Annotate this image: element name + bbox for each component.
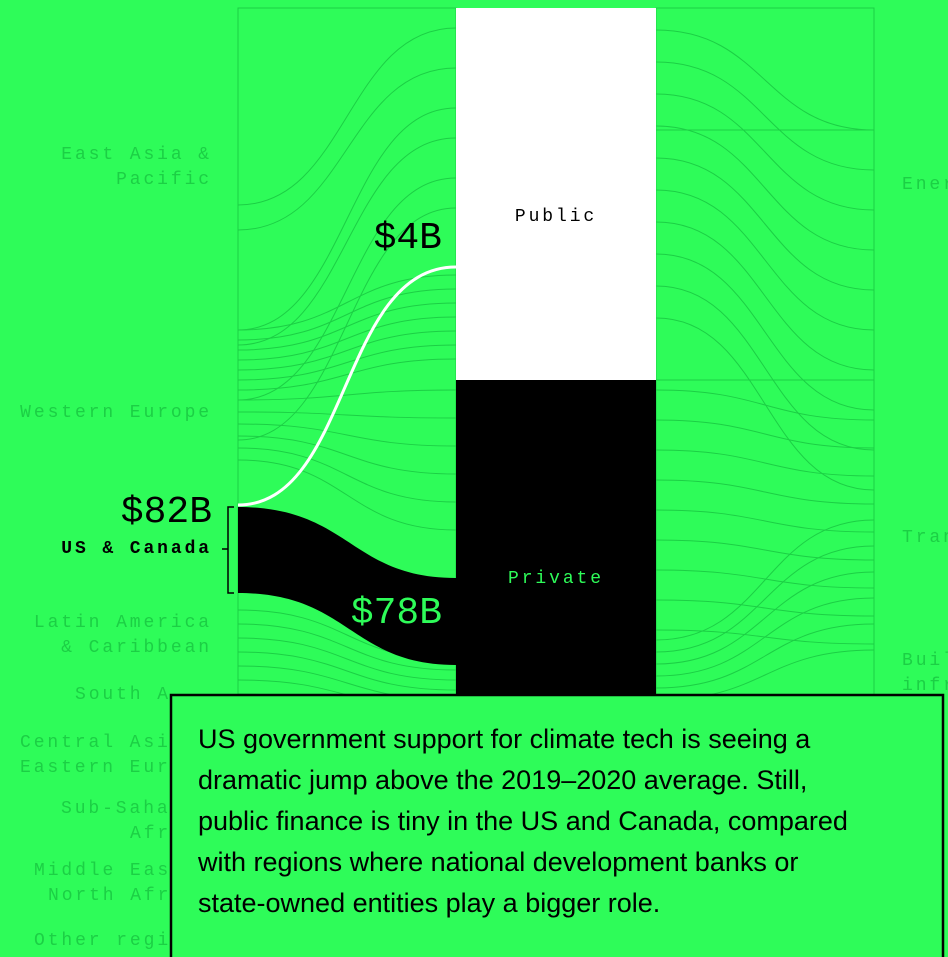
region-label: Eastern Eur	[20, 758, 171, 778]
flow-line	[237, 423, 457, 447]
region-label: Other regi	[34, 931, 171, 951]
flow-line	[655, 389, 875, 421]
flow-line	[655, 539, 875, 561]
region-label: Sub-Saha	[61, 799, 171, 819]
flow-line	[237, 67, 457, 231]
public-flow-value: $4B	[374, 217, 442, 260]
callout-line: with regions where national development …	[197, 847, 798, 877]
public-node	[456, 8, 656, 380]
flow-line	[237, 344, 457, 381]
flow-line	[655, 569, 875, 589]
flow-line	[655, 253, 875, 411]
flow-line	[237, 177, 457, 401]
flow-line	[655, 623, 875, 689]
flow-line	[655, 125, 875, 251]
flow-line	[655, 519, 875, 641]
flow-line	[655, 93, 875, 211]
flow-line	[655, 419, 875, 449]
flow-line	[237, 330, 457, 371]
flow-line	[237, 107, 457, 331]
flow-line	[655, 221, 875, 371]
callout-line: state-owned entities play a bigger role.	[198, 888, 660, 918]
region-label: Pacific	[116, 170, 212, 190]
flow-line	[655, 29, 875, 131]
region-label: Middle Eas	[34, 861, 171, 881]
flow-line	[237, 389, 457, 401]
flow-line	[655, 597, 875, 677]
flow-line	[655, 649, 875, 701]
region-label: Latin America	[34, 613, 212, 633]
flow-line	[237, 302, 457, 351]
region-label: & Caribbean	[61, 638, 212, 658]
region-label: South A	[75, 685, 171, 705]
private-flow	[238, 507, 456, 665]
region-label: North Afr	[48, 886, 171, 906]
region-label: Afr	[130, 824, 171, 844]
public-flow	[237, 265, 457, 507]
region-label: Western Europe	[20, 403, 212, 423]
bracket	[222, 506, 234, 594]
flow-line	[237, 637, 457, 681]
node-label: Private	[508, 569, 604, 589]
private-flow-value: $78B	[351, 592, 442, 635]
sector-label: Buil	[902, 651, 948, 671]
flow-line	[237, 447, 457, 503]
flow-line	[655, 157, 875, 291]
flow-line	[237, 651, 457, 691]
flow-line	[655, 189, 875, 331]
flow-line	[655, 449, 875, 477]
flow-line	[237, 411, 457, 419]
flow-line	[237, 288, 457, 341]
sector-label: Tran	[902, 528, 948, 548]
region-label: East Asia &	[61, 145, 212, 165]
flow-line	[237, 623, 457, 671]
flow-line	[237, 207, 457, 441]
flow-line	[237, 27, 457, 206]
flow-line	[655, 285, 875, 451]
flow-line	[655, 479, 875, 505]
highlight-region: US & Canada	[61, 539, 212, 559]
callout-line: public finance is tiny in the US and Can…	[198, 806, 848, 836]
callout-line: dramatic jump above the 2019–2020 averag…	[198, 765, 807, 795]
node-label: Public	[515, 207, 597, 227]
flow-line	[237, 459, 457, 531]
region-label: Central Asi	[20, 733, 171, 753]
callout-line: US government support for climate tech i…	[198, 724, 811, 754]
flow-line	[655, 545, 875, 653]
total-value: $82B	[121, 491, 212, 534]
private-node	[456, 380, 656, 710]
sector-label: Ener	[902, 175, 948, 195]
flow-line	[655, 571, 875, 665]
flow-line	[237, 316, 457, 361]
flow-line	[237, 137, 457, 346]
flow-line	[655, 509, 875, 533]
flow-line	[655, 61, 875, 171]
flow-line	[237, 358, 457, 391]
flow-line	[655, 599, 875, 617]
callout-box	[169, 693, 945, 957]
flow-line	[655, 317, 875, 491]
flow-line	[237, 435, 457, 475]
sector-label: infr	[902, 676, 948, 696]
